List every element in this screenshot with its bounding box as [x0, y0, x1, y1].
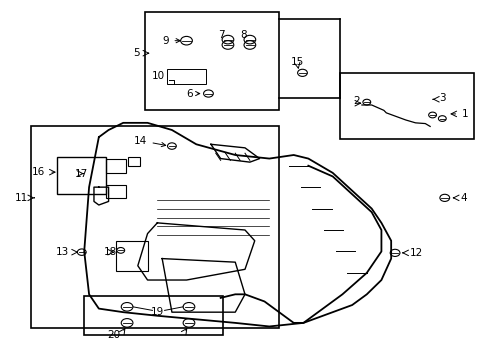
Text: 14: 14: [134, 136, 166, 147]
Text: 20: 20: [107, 330, 120, 341]
Text: 4: 4: [460, 193, 467, 203]
Text: 17: 17: [74, 168, 88, 179]
Bar: [340, 73, 474, 139]
Bar: [145, 12, 279, 111]
Text: 3: 3: [439, 93, 445, 103]
Text: 13: 13: [55, 247, 69, 257]
Text: 2: 2: [353, 96, 360, 107]
Text: 10: 10: [151, 71, 165, 81]
Text: 15: 15: [291, 57, 305, 67]
Text: 1: 1: [462, 109, 468, 119]
Bar: [30, 126, 279, 328]
Bar: [128, 157, 140, 166]
Text: 16: 16: [32, 167, 45, 177]
Text: 9: 9: [163, 36, 180, 46]
Bar: [106, 185, 125, 198]
Bar: [84, 296, 223, 336]
Text: 18: 18: [104, 247, 117, 257]
Bar: [57, 157, 106, 194]
Text: 19: 19: [151, 307, 164, 317]
Text: 5: 5: [133, 48, 140, 58]
Text: 8: 8: [241, 30, 247, 40]
Text: 6: 6: [186, 89, 200, 99]
Text: 12: 12: [410, 248, 423, 258]
Text: 7: 7: [219, 30, 225, 40]
Bar: [106, 158, 125, 173]
Bar: [116, 241, 147, 271]
Text: 11: 11: [15, 193, 28, 203]
